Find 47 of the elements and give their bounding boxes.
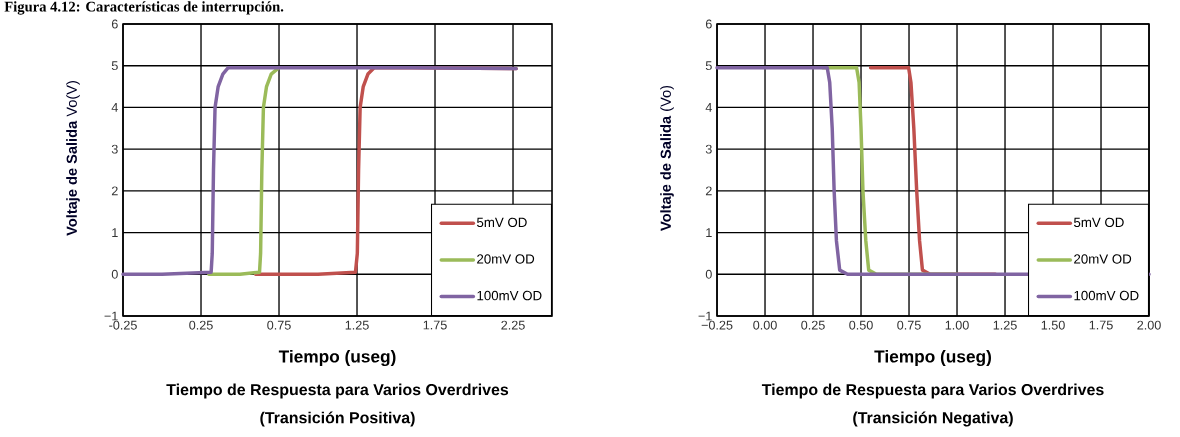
x-tick-label: 1.50	[1041, 320, 1065, 330]
legend-label: 5mV OD	[476, 217, 527, 228]
x-tick-label: 1.75	[1089, 320, 1113, 330]
text: Figura 4.12: Características de interrupción.	[4, 1, 284, 15]
x-tick-label: 0.50	[849, 320, 873, 330]
x-tick-label: 0.00	[753, 320, 777, 330]
x-tick-label: 2.25	[501, 320, 525, 330]
text: Tiempo de Respuesta para Varios Overdrives	[761, 383, 1104, 399]
legend-label: 20mV OD	[1074, 254, 1132, 264]
y-tick-label: 1	[112, 228, 118, 237]
y-axis-title: Voltaje de Salida (Vo)	[660, 85, 674, 231]
y-tick-label: 0	[111, 269, 118, 279]
x-tick-label: 1.25	[345, 320, 369, 330]
x-tick-label: 0.25	[801, 320, 825, 330]
legend-label: 20mV OD	[477, 254, 535, 264]
y-tick-label: 2	[705, 186, 712, 196]
x-axis-title: Tiempo (useg)	[278, 349, 396, 367]
y-tick-label: −1	[104, 311, 118, 321]
y-tick-label: 0	[705, 269, 712, 279]
y-tick-label: 4	[705, 103, 712, 112]
y-tick-label: 2	[111, 186, 118, 196]
y-tick-label: 3	[111, 144, 118, 154]
legend-label: 100mV OD	[477, 290, 542, 301]
y-tick-label: 6	[705, 19, 712, 29]
y-tick-label: −1	[698, 311, 712, 321]
x-tick-label: 1.00	[945, 320, 969, 330]
y-axis-title: Voltaje de Salida Vo(V)	[66, 81, 80, 236]
y-tick-label: 1	[706, 228, 712, 237]
x-tick-label: 0.75	[267, 320, 291, 330]
text: (Transición Negativa)	[853, 411, 1013, 427]
text: (Transición Positiva)	[260, 411, 415, 427]
x-tick-label: −0.25	[701, 320, 733, 330]
x-tick-label: -0.25	[109, 320, 137, 330]
x-tick-label: 1.25	[993, 320, 1017, 330]
x-tick-label: 0.75	[897, 320, 921, 330]
text: Tiempo de Respuesta para Varios Overdrives	[166, 383, 509, 399]
y-tick-label: 4	[111, 103, 118, 112]
x-axis-title: Tiempo (useg)	[874, 349, 991, 367]
legend-label: 100mV OD	[1074, 290, 1139, 301]
y-tick-label: 3	[705, 144, 712, 154]
x-tick-label: 2.00	[1137, 320, 1161, 330]
y-tick-label: 5	[111, 61, 118, 71]
y-tick-label: 6	[111, 19, 118, 29]
y-tick-label: 5	[705, 61, 712, 71]
x-tick-label: 1.75	[423, 320, 447, 330]
legend-label: 5mV OD	[1073, 217, 1124, 228]
x-tick-label: 0.25	[189, 320, 213, 330]
